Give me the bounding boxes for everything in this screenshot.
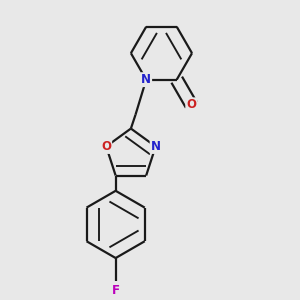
Text: N: N	[141, 73, 151, 86]
Text: N: N	[151, 140, 160, 153]
Text: O: O	[101, 140, 111, 153]
Text: F: F	[112, 284, 120, 297]
Text: O: O	[186, 98, 196, 111]
